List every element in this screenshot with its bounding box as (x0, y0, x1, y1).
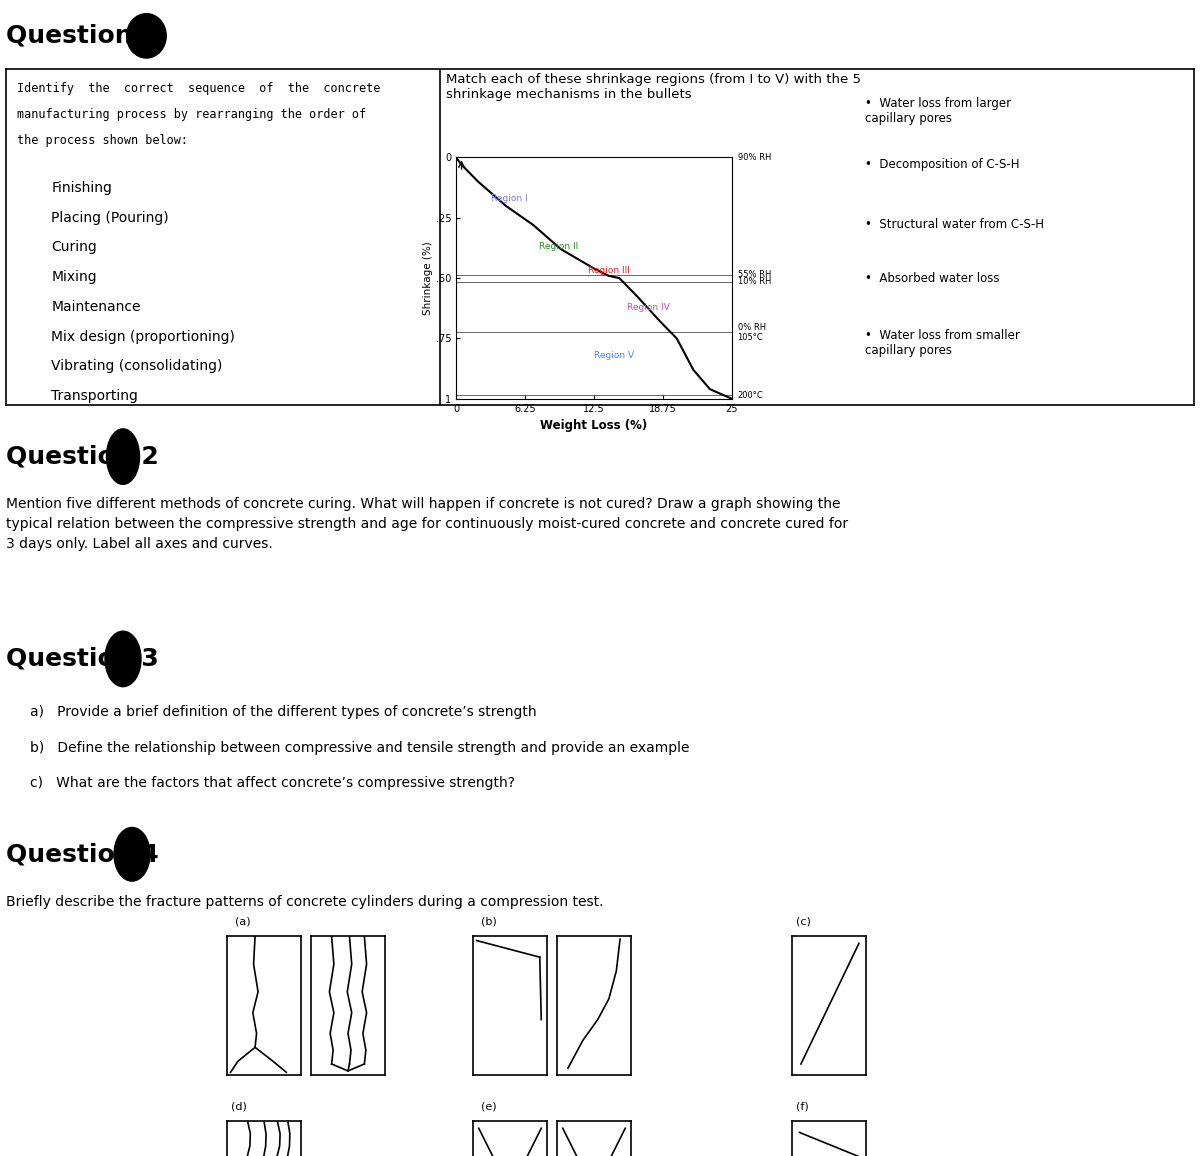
Text: (b): (b) (481, 917, 497, 926)
Text: b)   Define the relationship between compressive and tensile strength and provid: b) Define the relationship between compr… (30, 741, 689, 755)
Text: Region III: Region III (588, 266, 630, 275)
Text: Maintenance: Maintenance (52, 299, 140, 313)
Ellipse shape (106, 631, 142, 687)
Y-axis label: Shrinkage (%): Shrinkage (%) (422, 242, 433, 314)
Text: Mixing: Mixing (52, 271, 97, 284)
Text: manufacturing process by rearranging the order of: manufacturing process by rearranging the… (17, 108, 366, 121)
Ellipse shape (127, 14, 167, 58)
Text: c)   What are the factors that affect concrete’s compressive strength?: c) What are the factors that affect conc… (30, 777, 515, 791)
Text: •  Water loss from larger
capillary pores: • Water loss from larger capillary pores (865, 97, 1010, 125)
Text: 55% RH: 55% RH (738, 271, 770, 279)
Text: Question 2: Question 2 (6, 445, 158, 468)
Text: (d): (d) (230, 1102, 246, 1111)
Text: 0% RH
105°C: 0% RH 105°C (738, 323, 766, 342)
Ellipse shape (114, 828, 150, 881)
Text: Mention five different methods of concrete curing. What will happen if concrete : Mention five different methods of concre… (6, 497, 848, 551)
Text: the process shown below:: the process shown below: (17, 134, 188, 148)
Text: Region II: Region II (539, 243, 578, 251)
X-axis label: Weight Loss (%): Weight Loss (%) (540, 420, 648, 432)
Text: Vibrating (consolidating): Vibrating (consolidating) (52, 360, 222, 373)
Text: 200°C: 200°C (738, 391, 763, 400)
Text: Region IV: Region IV (628, 303, 670, 312)
Text: •  Decomposition of C-S-H: • Decomposition of C-S-H (865, 157, 1019, 171)
Text: •  Water loss from smaller
capillary pores: • Water loss from smaller capillary pore… (865, 329, 1020, 357)
Text: •  Structural water from C-S-H: • Structural water from C-S-H (865, 218, 1044, 231)
Text: Question 3: Question 3 (6, 647, 158, 670)
Text: Transporting: Transporting (52, 390, 138, 403)
Ellipse shape (107, 429, 139, 484)
Text: (f): (f) (796, 1102, 809, 1111)
Text: Finishing: Finishing (52, 180, 112, 194)
Text: Placing (Pouring): Placing (Pouring) (52, 210, 169, 224)
Text: Region V: Region V (594, 351, 634, 360)
Text: Briefly describe the fracture patterns of concrete cylinders during a compressio: Briefly describe the fracture patterns o… (6, 895, 604, 909)
Text: a)   Provide a brief definition of the different types of concrete’s strength: a) Provide a brief definition of the dif… (30, 705, 536, 719)
Text: Region I: Region I (491, 194, 528, 203)
Text: Match each of these shrinkage regions (from I to V) with the 5
shrinkage mechani: Match each of these shrinkage regions (f… (445, 73, 860, 101)
Text: 10% RH: 10% RH (738, 277, 770, 287)
Text: Mix design (proportioning): Mix design (proportioning) (52, 329, 235, 343)
Text: Question 4: Question 4 (6, 843, 158, 866)
Text: Question 1: Question 1 (6, 24, 158, 47)
Text: Identify  the  correct  sequence  of  the  concrete: Identify the correct sequence of the con… (17, 82, 380, 95)
Text: (a): (a) (235, 917, 251, 926)
Text: (e): (e) (481, 1102, 497, 1111)
Text: Curing: Curing (52, 240, 97, 254)
Text: •  Absorbed water loss: • Absorbed water loss (865, 272, 1000, 286)
Text: 90% RH: 90% RH (738, 153, 770, 162)
Text: (c): (c) (796, 917, 810, 926)
